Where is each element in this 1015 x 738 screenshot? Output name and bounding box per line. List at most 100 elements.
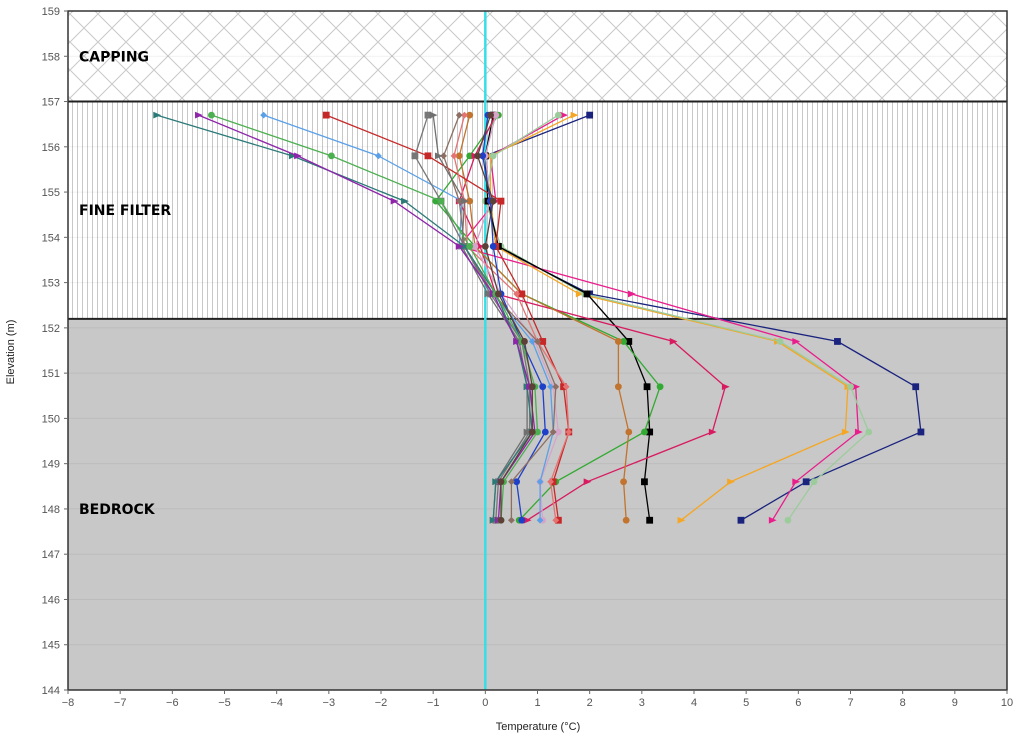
data-point-triangle xyxy=(461,197,469,205)
data-point-triangle xyxy=(570,111,579,119)
series-17 xyxy=(153,111,537,524)
data-point-square xyxy=(539,338,547,345)
data-point-triangle xyxy=(195,111,203,119)
series-line xyxy=(432,115,528,521)
y-tick-label: 152 xyxy=(42,323,60,335)
y-tick-label: 146 xyxy=(42,594,60,606)
data-point-circle xyxy=(489,242,497,250)
data-point-circle xyxy=(328,152,335,160)
data-point-circle xyxy=(620,478,627,486)
data-point-triangle xyxy=(294,152,302,160)
data-point-circle xyxy=(534,428,541,436)
series-line xyxy=(484,114,870,521)
data-point-triangle xyxy=(513,338,522,345)
series-line xyxy=(458,114,727,521)
data-point-circle xyxy=(489,152,497,160)
data-point-triangle xyxy=(768,516,777,524)
data-point-square xyxy=(912,383,920,391)
data-point-triangle xyxy=(669,338,678,345)
data-point-circle xyxy=(497,516,505,524)
data-point-diamond xyxy=(440,152,447,160)
series-line xyxy=(325,114,570,521)
x-tick-label: 9 xyxy=(952,697,958,709)
data-point-circle xyxy=(497,478,505,486)
data-point-circle xyxy=(489,197,497,205)
x-tick-label: 10 xyxy=(1001,697,1013,709)
series-line xyxy=(156,114,533,521)
data-point-circle xyxy=(554,428,562,436)
data-point-triangle xyxy=(492,478,501,486)
soil-zones xyxy=(68,11,1007,690)
data-point-circle xyxy=(492,111,500,119)
series-line xyxy=(211,114,539,521)
data-point-circle xyxy=(625,428,633,436)
data-point-diamond xyxy=(374,152,382,160)
data-point-circle xyxy=(479,152,487,160)
data-point-triangle xyxy=(476,242,485,250)
data-point-triangle xyxy=(434,152,443,160)
gridlines xyxy=(68,10,1007,691)
data-point-circle xyxy=(528,383,536,391)
x-tick-label: 2 xyxy=(587,697,593,709)
y-tick-label: 155 xyxy=(42,187,60,199)
y-tick-label: 157 xyxy=(42,97,60,109)
y-tick-label: 150 xyxy=(42,413,60,425)
series-line xyxy=(476,114,533,521)
x-tick-label: −3 xyxy=(323,697,336,709)
data-point-circle xyxy=(471,242,479,250)
data-point-circle xyxy=(466,197,474,205)
data-point-circle xyxy=(208,111,215,119)
series-line xyxy=(458,114,859,521)
data-point-diamond xyxy=(547,383,554,391)
data-point-square xyxy=(641,478,648,486)
data-point-circle xyxy=(541,428,549,436)
data-point-triangle xyxy=(792,478,801,486)
data-point-diamond xyxy=(565,428,573,436)
x-tick-label: −7 xyxy=(114,697,127,709)
y-tick-label: 158 xyxy=(42,51,60,63)
data-point-diamond xyxy=(552,383,560,391)
data-point-diamond xyxy=(536,478,544,486)
data-point-circle xyxy=(521,338,528,345)
y-axis-label: Elevation (m) xyxy=(5,320,17,385)
data-point-triangle xyxy=(401,197,409,205)
data-point-triangle xyxy=(575,290,584,298)
data-point-circle xyxy=(810,478,818,486)
zone-label: BEDROCK xyxy=(79,502,156,518)
data-point-diamond xyxy=(461,111,468,119)
series-line xyxy=(453,114,570,521)
y-tick-label: 159 xyxy=(42,6,60,18)
data-point-diamond xyxy=(508,516,515,524)
data-point-circle xyxy=(614,383,622,391)
axes: −8 −7 −6 −5 −4 −3 −2 −1 0 1 2 3 4 5 6 7 8 9 10 144 145 146 147… xyxy=(42,6,1013,709)
x-tick-label: −2 xyxy=(375,697,388,709)
data-point-square xyxy=(586,111,594,119)
zone-labels: CAPPING FINE FILTER BEDROCK xyxy=(79,49,171,518)
data-point-circle xyxy=(784,516,792,524)
data-series xyxy=(153,111,925,524)
data-point-triangle xyxy=(583,478,592,486)
data-point-square xyxy=(917,428,925,436)
x-tick-label: 5 xyxy=(743,697,749,709)
data-point-square xyxy=(643,383,651,391)
x-tick-label: −4 xyxy=(270,697,283,709)
data-point-triangle xyxy=(523,428,532,436)
x-tick-label: 1 xyxy=(534,697,540,709)
y-tick-label: 151 xyxy=(42,368,60,380)
data-point-diamond xyxy=(552,516,560,524)
x-tick-label: 8 xyxy=(900,697,906,709)
data-point-diamond xyxy=(534,338,541,345)
y-tick-label: 156 xyxy=(42,142,60,154)
data-point-diamond xyxy=(450,152,458,160)
data-point-square xyxy=(411,152,419,160)
data-point-triangle xyxy=(854,428,863,436)
data-point-triangle xyxy=(708,428,717,436)
data-point-circle xyxy=(466,242,474,250)
data-point-circle xyxy=(487,111,494,119)
x-tick-label: 6 xyxy=(795,697,801,709)
data-point-triangle xyxy=(429,111,438,119)
data-point-triangle xyxy=(288,152,297,160)
data-point-circle xyxy=(554,111,562,119)
data-point-triangle xyxy=(628,290,636,298)
